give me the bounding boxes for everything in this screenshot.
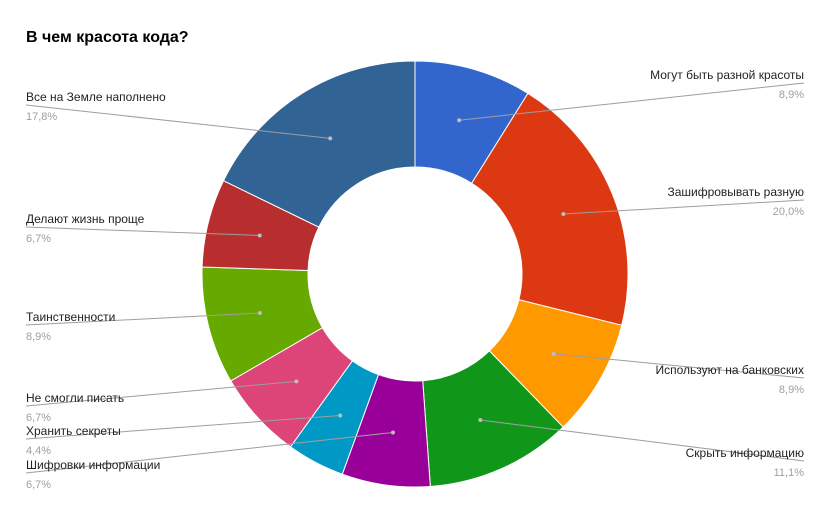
slice-label-2: Зашифровывать разную bbox=[667, 185, 804, 199]
slice-percent-6: 4,4% bbox=[26, 445, 51, 457]
leader-line-8 bbox=[25, 312, 260, 326]
leader-dot-8 bbox=[257, 311, 262, 316]
slice-10[interactable] bbox=[222, 60, 416, 228]
leader-dot-7 bbox=[294, 379, 299, 384]
slice-percent-3: 8,9% bbox=[779, 384, 804, 396]
leader-dot-9 bbox=[257, 233, 262, 238]
leader-line-1 bbox=[459, 82, 805, 121]
leader-dot-2 bbox=[561, 211, 566, 216]
leader-dot-4 bbox=[478, 418, 483, 423]
slice-percent-2: 20,0% bbox=[773, 206, 804, 218]
slice-label-6: Хранить секреты bbox=[26, 424, 121, 438]
slice-label-9: Делают жизнь проще bbox=[26, 212, 145, 226]
slice-percent-9: 6,7% bbox=[26, 233, 51, 245]
leader-dot-5 bbox=[390, 430, 395, 435]
leader-line-10 bbox=[25, 104, 331, 139]
slice-percent-10: 17,8% bbox=[26, 111, 57, 123]
leader-lines-group bbox=[25, 82, 805, 474]
leader-dot-3 bbox=[551, 351, 556, 356]
slice-label-1: Могут быть разной красоты bbox=[650, 68, 804, 82]
slice-percent-4: 11,1% bbox=[774, 467, 805, 479]
leader-line-5 bbox=[25, 431, 394, 474]
chart-title: В чем красота кода? bbox=[26, 29, 189, 46]
leader-line-3 bbox=[553, 353, 805, 379]
slices-group bbox=[201, 60, 629, 488]
slice-percent-5: 6,7% bbox=[26, 479, 51, 491]
slice-percent-1: 8,9% bbox=[779, 89, 804, 101]
leader-line-9 bbox=[25, 226, 260, 236]
leader-dot-1 bbox=[457, 118, 462, 123]
slice-label-10: Все на Земле наполнено bbox=[26, 90, 166, 104]
leader-dot-6 bbox=[338, 413, 343, 418]
labels-group: Могут быть разной красоты 8,9% Зашифровыва… bbox=[26, 68, 804, 491]
leader-line-4 bbox=[480, 419, 805, 462]
leader-line-2 bbox=[563, 199, 805, 215]
slice-percent-8: 8,9% bbox=[26, 331, 51, 343]
slice-label-3: Используют на банковских bbox=[655, 363, 804, 377]
leader-line-6 bbox=[25, 414, 341, 440]
slice-2[interactable] bbox=[471, 92, 629, 326]
slice-label-5: Шифровки информации bbox=[26, 458, 160, 472]
leader-line-7 bbox=[25, 380, 297, 407]
slice-label-8: Таинственности bbox=[26, 310, 115, 324]
slice-percent-7: 6,7% bbox=[26, 412, 51, 424]
leader-dot-10 bbox=[328, 136, 333, 141]
slice-label-4: Скрыть информацию bbox=[686, 446, 804, 460]
slice-label-7: Не смогли писать bbox=[26, 391, 124, 405]
